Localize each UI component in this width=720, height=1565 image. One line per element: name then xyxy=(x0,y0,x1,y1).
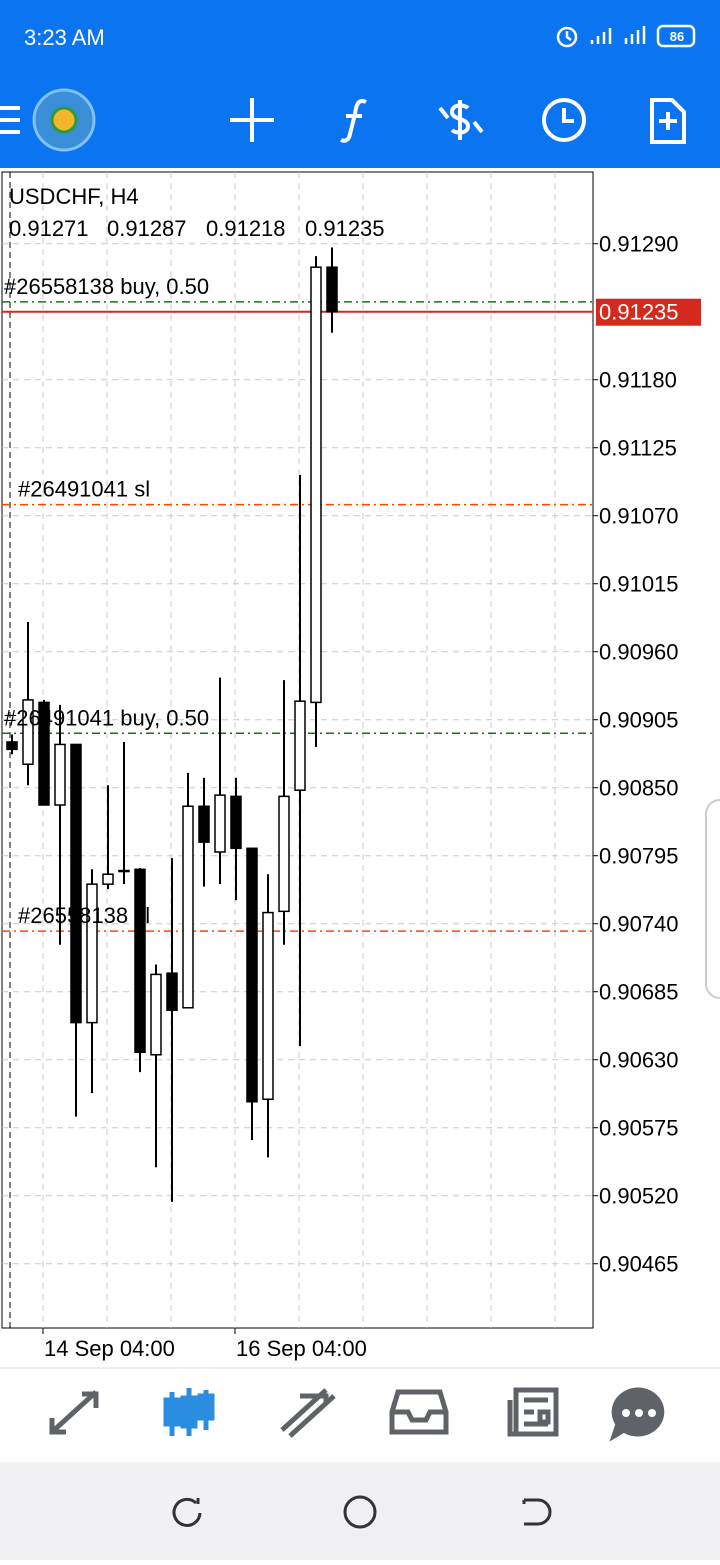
side-handle[interactable] xyxy=(705,799,720,999)
candle-body xyxy=(326,266,338,313)
candle-body xyxy=(38,701,50,806)
battery-level: 86 xyxy=(670,29,684,44)
trade-button[interactable] xyxy=(438,100,484,140)
y-tick-label: 0.91125 xyxy=(599,436,677,461)
crosshair-button[interactable] xyxy=(230,98,274,142)
system-nav xyxy=(0,1462,720,1560)
bottom-nav-icons xyxy=(49,1387,665,1442)
chart-tab[interactable] xyxy=(163,1388,215,1436)
recents-button[interactable] xyxy=(172,1497,202,1527)
order-label: #26558138 sl xyxy=(18,903,150,928)
candle-body xyxy=(198,805,210,843)
indicators-button[interactable] xyxy=(340,99,367,143)
toolbar xyxy=(0,88,686,152)
top-bar xyxy=(0,0,720,168)
price-tag-label: 0.91235 xyxy=(599,300,679,325)
y-tick-label: 0.90960 xyxy=(599,640,679,665)
menu-button[interactable] xyxy=(0,106,20,134)
plot xyxy=(2,247,593,1202)
candle-body xyxy=(166,972,178,1012)
y-tick-label: 0.91290 xyxy=(599,232,679,257)
y-tick-label: 0.90465 xyxy=(599,1252,679,1277)
low-value: 0.91218 xyxy=(206,216,286,241)
order-label: #26491041 sl xyxy=(18,477,150,502)
news-tab[interactable] xyxy=(513,1387,559,1437)
candle-body xyxy=(70,743,82,1024)
order-label: #26558138 buy, 0.50 xyxy=(4,274,209,299)
status-icons xyxy=(556,24,696,48)
close-value: 0.91235 xyxy=(305,216,385,241)
candle-body xyxy=(86,883,98,1024)
x-tick-label: 14 Sep 04:00 xyxy=(44,1336,175,1361)
candle-body xyxy=(182,805,194,1009)
history-tab[interactable] xyxy=(389,1389,449,1435)
home-button[interactable] xyxy=(343,1495,377,1529)
y-tick-label: 0.90575 xyxy=(599,1116,679,1141)
candle-body xyxy=(118,869,130,873)
chart-title: USDCHF, H4 xyxy=(9,184,139,209)
candle-body xyxy=(278,795,290,913)
ohlc-readout: 0.91271 0.91287 0.91218 0.91235 xyxy=(9,216,385,241)
y-tick-label: 0.90850 xyxy=(599,776,679,801)
y-tick-label: 0.90685 xyxy=(599,980,679,1005)
candle-body xyxy=(214,794,226,853)
trade-tab[interactable] xyxy=(280,1388,336,1438)
objects-button[interactable] xyxy=(650,98,686,144)
timeframe-button[interactable] xyxy=(542,98,586,142)
y-tick-label: 0.90520 xyxy=(599,1184,679,1209)
y-tick-label: 0.91180 xyxy=(599,368,677,393)
order-label: #26491041 buy, 0.50 xyxy=(4,705,209,730)
quotes-tab[interactable] xyxy=(49,1390,99,1435)
clock: 3:23 AM xyxy=(24,25,105,50)
candle-body xyxy=(262,911,274,1101)
candle-body xyxy=(22,699,34,765)
y-tick-label: 0.90795 xyxy=(599,844,679,869)
candle-body xyxy=(6,741,18,751)
back-button[interactable] xyxy=(522,1498,552,1526)
x-tick-label: 16 Sep 04:00 xyxy=(236,1336,367,1361)
candle-body xyxy=(54,743,66,806)
candle-body xyxy=(150,973,162,1056)
y-tick-label: 0.90630 xyxy=(599,1048,679,1073)
system-nav-buttons xyxy=(172,1495,552,1529)
y-tick-label: 0.90740 xyxy=(599,912,679,937)
y-tick-label: 0.91070 xyxy=(599,504,679,529)
price-tag xyxy=(596,298,701,326)
candle-body xyxy=(230,795,242,850)
candle-body xyxy=(134,868,146,1054)
open-value: 0.91271 xyxy=(9,216,89,241)
candle-body xyxy=(310,266,322,704)
candle-body xyxy=(294,700,306,791)
y-tick-label: 0.90905 xyxy=(599,708,679,733)
y-tick-label: 0.91015 xyxy=(599,572,679,597)
candle-body xyxy=(102,873,114,885)
high-value: 0.91287 xyxy=(107,216,187,241)
bottom-nav xyxy=(0,1368,720,1462)
candle-body xyxy=(246,847,258,1103)
